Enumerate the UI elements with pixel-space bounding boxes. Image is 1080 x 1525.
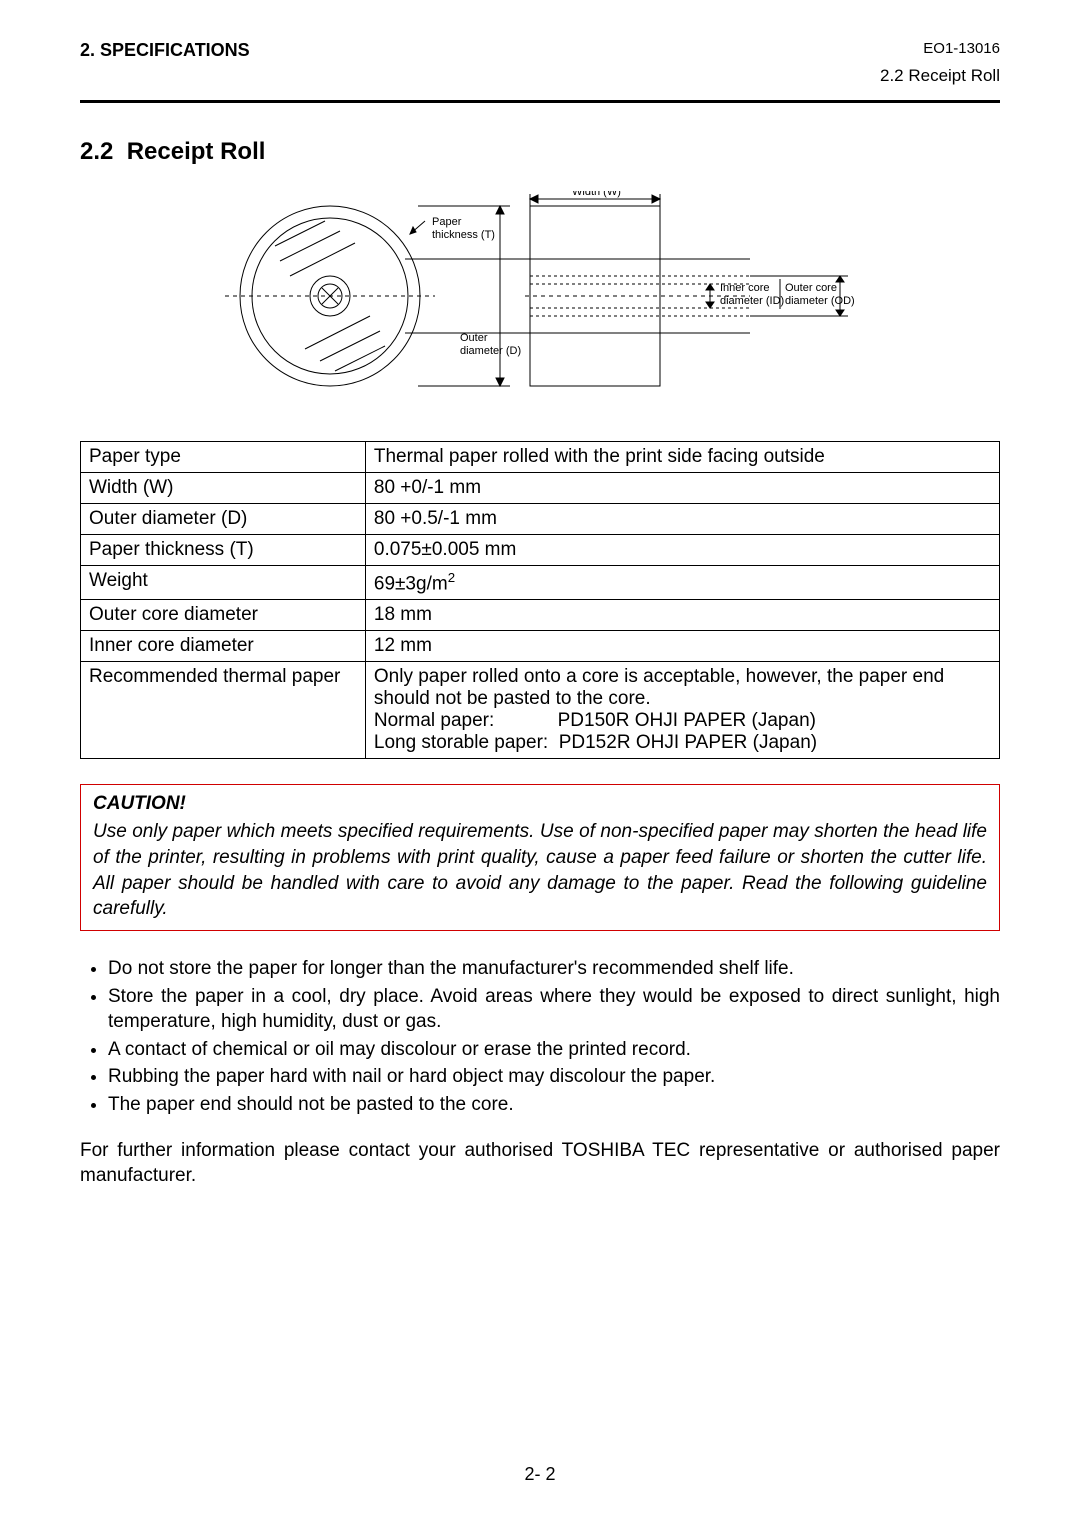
table-row: Outer diameter (D)80 +0.5/-1 mm xyxy=(81,504,1000,535)
spec-value: 18 mm xyxy=(365,600,999,631)
list-item: Rubbing the paper hard with nail or hard… xyxy=(108,1064,1000,1090)
spec-label: Weight xyxy=(81,566,366,600)
table-row: Recommended thermal paperOnly paper roll… xyxy=(81,662,1000,759)
label-width: Width (W) xyxy=(572,191,621,198)
label-paper-thickness-1: Paper xyxy=(432,216,462,228)
spec-label: Outer core diameter xyxy=(81,600,366,631)
caution-box: CAUTION! Use only paper which meets spec… xyxy=(80,784,1000,931)
caution-title: CAUTION! xyxy=(93,793,987,815)
list-item: A contact of chemical or oil may discolo… xyxy=(108,1037,1000,1063)
spec-label: Recommended thermal paper xyxy=(81,662,366,759)
page-header: 2. SPECIFICATIONS EO1-13016 2.2 Receipt … xyxy=(80,40,1000,100)
page: 2. SPECIFICATIONS EO1-13016 2.2 Receipt … xyxy=(0,0,1080,1525)
section-title-text: Receipt Roll xyxy=(127,138,266,165)
spec-value: 80 +0.5/-1 mm xyxy=(365,504,999,535)
spec-table: Paper typeThermal paper rolled with the … xyxy=(80,441,1000,759)
spec-label: Inner core diameter xyxy=(81,631,366,662)
table-row: Paper thickness (T)0.075±0.005 mm xyxy=(81,535,1000,566)
table-row: Outer core diameter18 mm xyxy=(81,600,1000,631)
receipt-roll-diagram: Paper thickness (T) Outer diameter (D) xyxy=(80,191,1000,406)
section-reference: 2.2 Receipt Roll xyxy=(880,66,1000,86)
label-outer-core-2: diameter (OD) xyxy=(785,295,855,307)
guideline-list: Do not store the paper for longer than t… xyxy=(80,956,1000,1118)
list-item: The paper end should not be pasted to th… xyxy=(108,1092,1000,1118)
spec-value: 69±3g/m2 xyxy=(365,566,999,600)
header-rule xyxy=(80,100,1000,103)
list-item: Do not store the paper for longer than t… xyxy=(108,956,1000,982)
caution-body: Use only paper which meets specified req… xyxy=(93,819,987,922)
label-paper-thickness-2: thickness (T) xyxy=(432,229,495,241)
table-row: Paper typeThermal paper rolled with the … xyxy=(81,442,1000,473)
spec-label: Outer diameter (D) xyxy=(81,504,366,535)
spec-value: 80 +0/-1 mm xyxy=(365,473,999,504)
spec-label: Paper type xyxy=(81,442,366,473)
section-number: 2.2 xyxy=(80,138,113,165)
label-outer-diameter-2: diameter (D) xyxy=(460,345,521,357)
doc-id: EO1-13016 xyxy=(923,40,1000,57)
table-row: Inner core diameter12 mm xyxy=(81,631,1000,662)
label-outer-diameter-1: Outer xyxy=(460,332,488,344)
label-outer-core-1: Outer core xyxy=(785,282,837,294)
spec-table-body: Paper typeThermal paper rolled with the … xyxy=(81,442,1000,759)
spec-value: Only paper rolled onto a core is accepta… xyxy=(365,662,999,759)
spec-label: Paper thickness (T) xyxy=(81,535,366,566)
roll-diagram-svg: Paper thickness (T) Outer diameter (D) xyxy=(180,191,900,401)
spec-label: Width (W) xyxy=(81,473,366,504)
table-row: Width (W)80 +0/-1 mm xyxy=(81,473,1000,504)
chapter-title: 2. SPECIFICATIONS xyxy=(80,40,250,61)
closing-paragraph: For further information please contact y… xyxy=(80,1138,1000,1189)
label-inner-core-2: diameter (ID) xyxy=(720,295,784,307)
list-item: Store the paper in a cool, dry place. Av… xyxy=(108,984,1000,1035)
table-row: Weight69±3g/m2 xyxy=(81,566,1000,600)
label-inner-core-1: Inner core xyxy=(720,282,770,294)
spec-value: 12 mm xyxy=(365,631,999,662)
page-number: 2- 2 xyxy=(0,1464,1080,1485)
spec-value: 0.075±0.005 mm xyxy=(365,535,999,566)
spec-value: Thermal paper rolled with the print side… xyxy=(365,442,999,473)
section-heading: 2.2 Receipt Roll xyxy=(80,138,1000,166)
